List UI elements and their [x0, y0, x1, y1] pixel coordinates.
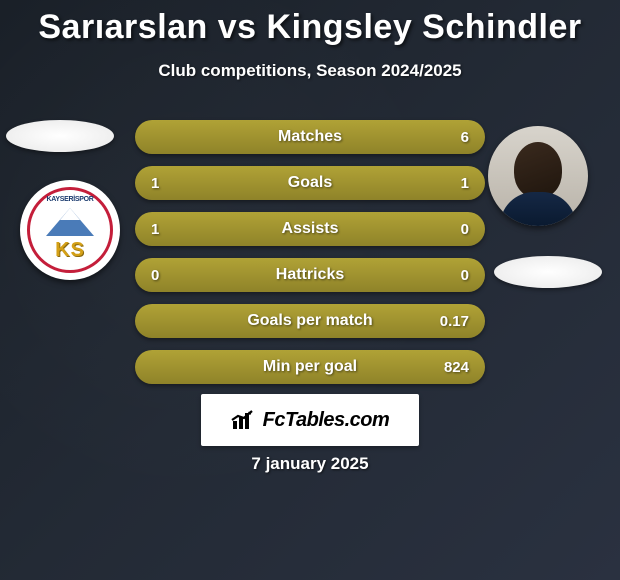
stat-right-value: 6 — [439, 129, 469, 146]
stat-label: Goals — [288, 174, 332, 192]
club-badge-shape: KAYSERİSPOR KS — [27, 187, 113, 273]
stat-label: Min per goal — [263, 358, 357, 376]
stat-label: Assists — [282, 220, 339, 238]
club-initials: KS — [55, 239, 85, 262]
player-body-shape — [500, 192, 576, 226]
date-text: 7 january 2025 — [251, 454, 368, 474]
stat-right-value: 1 — [439, 175, 469, 192]
brand-text: FcTables.com — [263, 409, 390, 432]
stat-row-assists: 1 Assists 0 — [135, 212, 485, 246]
decorative-ellipse-right — [494, 256, 602, 288]
player-avatar-right — [488, 126, 588, 226]
brand-logo: FcTables.com — [231, 409, 390, 432]
stat-row-goals-per-match: Goals per match 0.17 — [135, 304, 485, 338]
stat-left-value: 1 — [151, 175, 181, 192]
comparison-card: Sarıarslan vs Kingsley Schindler Club co… — [0, 0, 620, 580]
stat-right-value: 0 — [439, 221, 469, 238]
stat-left-value: 1 — [151, 221, 181, 238]
decorative-ellipse-left — [6, 120, 114, 152]
club-name-text: KAYSERİSPOR — [46, 196, 93, 203]
player-silhouette — [500, 136, 576, 226]
stats-table: Matches 6 1 Goals 1 1 Assists 0 0 Hattri… — [135, 120, 485, 396]
stat-right-value: 824 — [439, 359, 469, 376]
stat-row-matches: Matches 6 — [135, 120, 485, 154]
subtitle: Club competitions, Season 2024/2025 — [0, 61, 620, 81]
stat-right-value: 0.17 — [439, 313, 469, 330]
stat-row-goals: 1 Goals 1 — [135, 166, 485, 200]
stat-label: Goals per match — [247, 312, 372, 330]
stat-label: Hattricks — [276, 266, 344, 284]
stat-left-value: 0 — [151, 267, 181, 284]
snow-cap-icon — [60, 208, 80, 220]
player-head-shape — [514, 142, 562, 198]
stat-label: Matches — [278, 128, 342, 146]
club-badge-left: KAYSERİSPOR KS — [20, 180, 120, 280]
stat-row-hattricks: 0 Hattricks 0 — [135, 258, 485, 292]
stat-row-min-per-goal: Min per goal 824 — [135, 350, 485, 384]
chart-icon — [231, 409, 257, 431]
brand-box: FcTables.com — [201, 394, 419, 446]
stat-right-value: 0 — [439, 267, 469, 284]
page-title: Sarıarslan vs Kingsley Schindler — [0, 0, 620, 47]
club-initials-wrap: KS — [34, 234, 106, 266]
